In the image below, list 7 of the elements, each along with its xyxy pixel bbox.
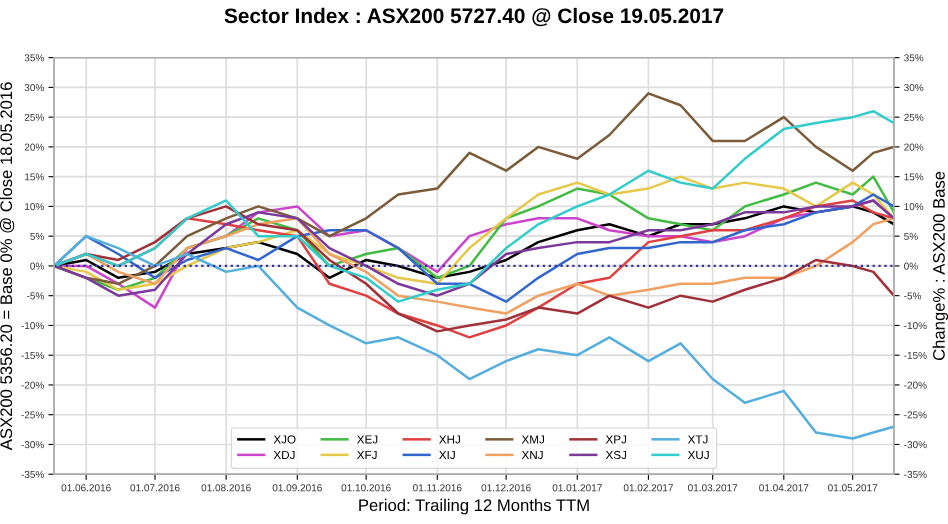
line-series — [54, 234, 894, 440]
chart-title: Sector Index : ASX200 5727.40 @ Close 19.05.2017 — [224, 7, 724, 27]
line-series — [54, 175, 894, 291]
x-axis-title: Period: Trailing 12 Months TTM — [359, 498, 589, 515]
y-axis-title: ASX200 5356.20 = Base 0% @ Close 18.05.2016 — [0, 82, 15, 451]
y2-axis-title: Change% : ASX200 Base — [932, 171, 948, 361]
line-series — [54, 109, 894, 303]
